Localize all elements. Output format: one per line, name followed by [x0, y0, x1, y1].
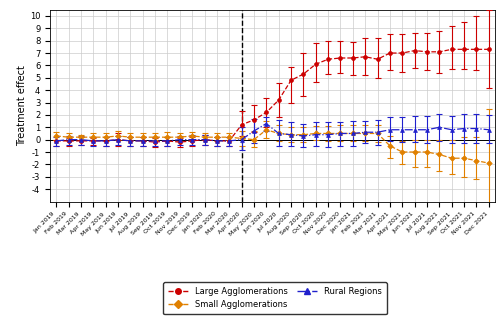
- Legend: Large Agglomerations, Small Agglomerations, Rural Regions: Large Agglomerations, Small Agglomeratio…: [163, 282, 387, 314]
- Y-axis label: Treatment effect: Treatment effect: [17, 65, 27, 146]
